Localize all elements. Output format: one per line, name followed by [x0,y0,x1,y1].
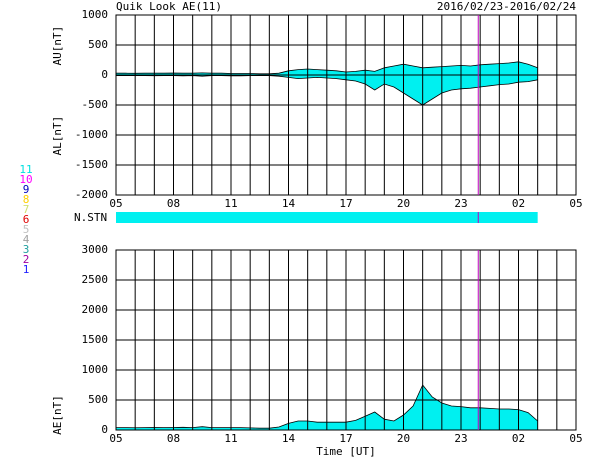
chart-title: Quik Look AE(11) [116,0,222,13]
x-tick-label: 20 [397,432,410,445]
x-tick-label: 14 [282,197,296,210]
x-tick-label: 05 [109,432,122,445]
y-tick-label: -1500 [75,158,108,171]
y-tick-label: 0 [101,68,108,81]
plot-frame [115,249,577,431]
x-axis-label: Time [UT] [316,445,376,458]
area-fill [116,61,538,75]
area-fill [116,385,538,430]
y-tick-label: 500 [88,393,108,406]
x-tick-label: 23 [454,197,467,210]
station-label: 5 [23,223,30,236]
x-tick-label: 17 [339,432,352,445]
stn-label: N.STN [74,211,107,224]
date-range: 2016/02/23-2016/02/24 [437,0,576,13]
y-tick-label: -1000 [75,128,108,141]
y-axis-label: AL[nT] [51,116,64,156]
x-tick-label: 17 [339,197,352,210]
y-tick-label: -2000 [75,188,108,201]
y-tick-label: 1000 [82,363,109,376]
y-axis-label: AE[nT] [51,395,64,435]
station-label: 4 [23,233,30,246]
stn-bar [116,212,538,223]
y-tick-label: 2000 [82,303,109,316]
station-label: 6 [23,213,30,226]
x-tick-label: 14 [282,432,296,445]
station-label: 2 [23,253,30,266]
x-tick-label: 20 [397,197,410,210]
y-tick-label: 1000 [82,8,109,21]
x-tick-label: 08 [167,197,180,210]
station-label: 7 [23,203,30,216]
x-tick-label: 11 [224,197,237,210]
station-label: 3 [23,243,30,256]
y-tick-label: -500 [82,98,109,111]
x-tick-label: 05 [569,432,582,445]
plot-frame [115,14,577,196]
station-label: 1 [23,263,30,276]
y-tick-label: 500 [88,38,108,51]
area-fill [116,75,538,105]
x-tick-label: 23 [454,432,467,445]
y-tick-label: 2500 [82,273,109,286]
x-tick-label: 11 [224,432,237,445]
y-axis-label: AU[nT] [51,26,64,66]
x-tick-label: 02 [512,197,525,210]
x-tick-label: 08 [167,432,180,445]
y-tick-label: 3000 [82,243,109,256]
y-tick-label: 1500 [82,333,109,346]
x-tick-label: 05 [109,197,122,210]
station-label: 11 [19,163,32,176]
y-tick-label: 0 [101,423,108,436]
station-label: 9 [23,183,30,196]
station-label: 8 [23,193,30,206]
x-tick-label: 02 [512,432,525,445]
station-label: 10 [19,173,32,186]
x-tick-label: 05 [569,197,582,210]
